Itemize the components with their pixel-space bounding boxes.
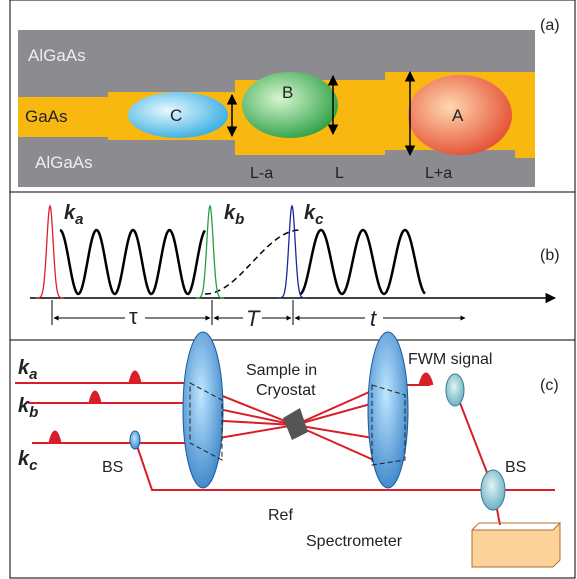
- subscript: c: [315, 211, 324, 228]
- width-label: L-a: [250, 165, 273, 182]
- width-label: L: [335, 165, 344, 182]
- lens: [446, 374, 464, 406]
- delay-label: T: [246, 306, 261, 331]
- panel-label: (c): [540, 377, 559, 394]
- splitter-label: BS: [102, 459, 123, 476]
- pulse-label: kb: [224, 202, 244, 228]
- beam-splitter: [481, 470, 505, 510]
- waveform: [278, 206, 306, 298]
- layer-label: GaAs: [25, 107, 68, 126]
- signal-label: FWM signal: [408, 351, 492, 368]
- subscript: a: [29, 366, 37, 383]
- sample-label: Cryostat: [256, 382, 316, 399]
- figure: AlGaAs GaAs AlGaAs C B A L-a L L+a (a) k…: [0, 0, 577, 579]
- detector-label: Spectrometer: [306, 533, 403, 550]
- sample-label: Sample in: [246, 362, 317, 379]
- delay-label: τ: [129, 304, 138, 329]
- subscript: c: [29, 457, 38, 474]
- panel-label: (b): [540, 247, 560, 264]
- waveform: [196, 206, 224, 298]
- dot: [242, 72, 338, 138]
- lens: [183, 332, 223, 488]
- subscript: b: [235, 211, 244, 228]
- layer-label: AlGaAs: [28, 46, 86, 65]
- pulse-label: kc: [304, 202, 324, 228]
- beam-label: ka: [18, 357, 37, 383]
- pulse-label: ka: [64, 202, 83, 228]
- subscript: a: [75, 211, 83, 228]
- beam-splitter: [130, 431, 140, 449]
- spectrometer: [472, 523, 560, 530]
- layer-label: AlGaAs: [35, 153, 93, 172]
- spectrometer: [472, 523, 560, 567]
- dot-label: B: [282, 83, 293, 102]
- beam-label: kc: [18, 448, 38, 474]
- waveform: [36, 206, 64, 298]
- reference-label: Ref: [268, 507, 293, 524]
- beam-label: kb: [18, 395, 38, 421]
- panel-label: (a): [540, 17, 560, 34]
- dot-label: C: [170, 106, 182, 125]
- width-label: L+a: [425, 165, 452, 182]
- sample: [283, 408, 308, 440]
- delay-label: t: [370, 306, 377, 331]
- waveform: [60, 230, 205, 294]
- waveform: [300, 230, 425, 294]
- dot-label: A: [452, 106, 464, 125]
- subscript: b: [29, 404, 38, 421]
- splitter-label: BS: [505, 459, 526, 476]
